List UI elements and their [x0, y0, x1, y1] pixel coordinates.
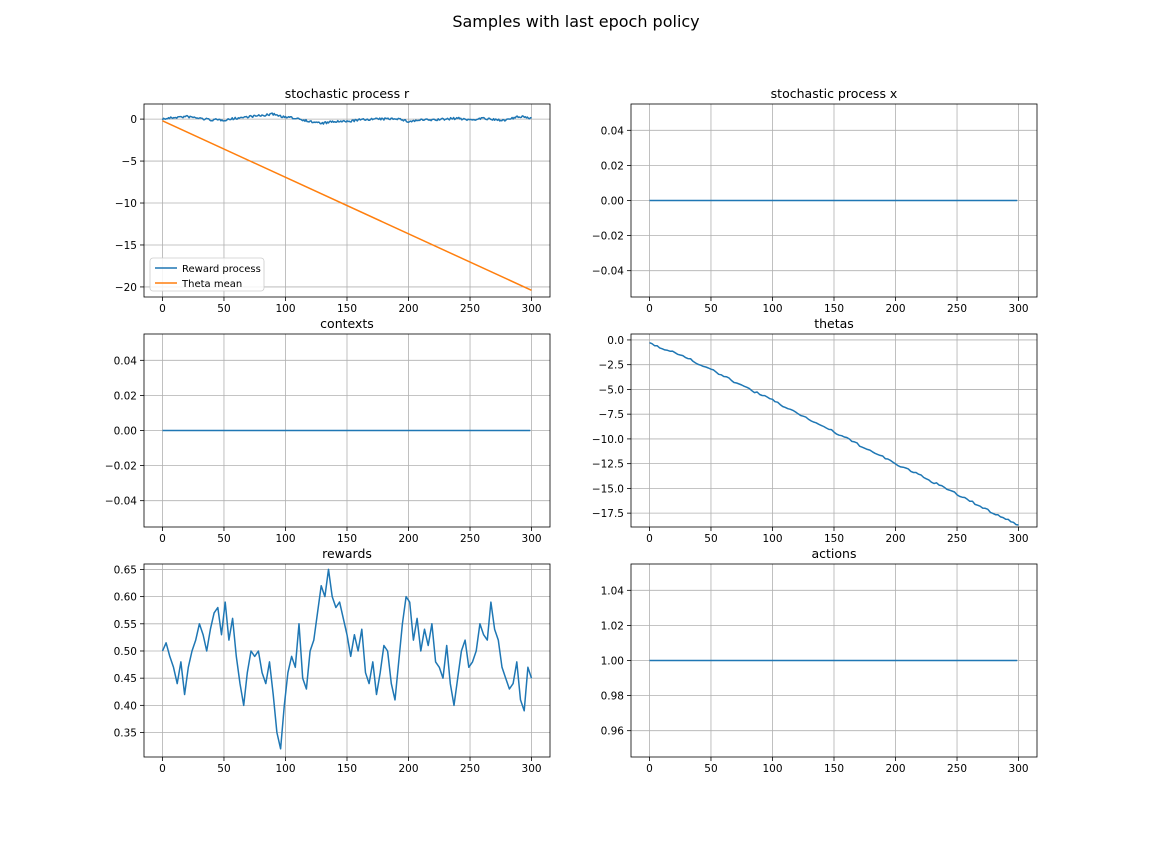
y-tick-label: −20 — [115, 282, 137, 294]
x-tick-label: 250 — [947, 303, 967, 315]
x-tick-label: 300 — [522, 303, 542, 315]
y-tick-label: 0.45 — [114, 673, 137, 685]
y-tick-label: −12.5 — [592, 459, 624, 471]
y-tick-label: 0.02 — [114, 390, 137, 402]
subplot-title: thetas — [814, 316, 854, 331]
x-tick-label: 50 — [704, 763, 717, 775]
subplot-5: 0 50 100 150 200 250 300 0.65 0.60 0.55 0.50 0.45 0.… — [114, 546, 551, 775]
x-tick-label: 200 — [885, 533, 905, 545]
x-tick-label: 100 — [275, 763, 295, 775]
x-tick-label: 0 — [159, 303, 166, 315]
x-tick-label: 150 — [824, 763, 844, 775]
y-tick-label: 0.60 — [114, 592, 137, 604]
x-tick-label: 0 — [646, 533, 653, 545]
y-tick-label: 1.04 — [601, 585, 625, 597]
y-tick-label: 0.65 — [114, 564, 137, 576]
y-tick-label: −10.0 — [592, 434, 624, 446]
x-tick-label: 0 — [159, 533, 166, 545]
x-tick-label: 0 — [646, 303, 653, 315]
x-tick-label: 100 — [762, 533, 782, 545]
x-tick-label: 200 — [398, 763, 418, 775]
series-line-1 — [161, 112, 532, 125]
legend-label: Theta mean — [181, 279, 242, 290]
x-tick-label: 0 — [159, 763, 166, 775]
legend-box — [149, 257, 265, 292]
x-tick-label: 300 — [522, 763, 542, 775]
subplot-1: 0 50 100 150 200 250 300 0 −5 −10 −15 −20 stochastic… — [115, 86, 551, 315]
subplot-2: 0 50 100 150 200 250 300 0.04 0.02 0.00 −0.02 −0.04… — [592, 86, 1038, 315]
series-line-1 — [649, 342, 1019, 526]
y-tick-label: 0.00 — [114, 426, 137, 438]
subplot-title: stochastic process x — [771, 86, 898, 101]
x-tick-label: 50 — [704, 533, 717, 545]
x-tick-label: 150 — [337, 533, 357, 545]
y-tick-label: −15.0 — [592, 483, 624, 495]
y-tick-label: −17.5 — [592, 508, 624, 520]
y-tick-label: 0.0 — [607, 335, 624, 347]
y-tick-label: −0.04 — [592, 266, 624, 278]
y-tick-label: −5.0 — [599, 384, 625, 396]
x-tick-label: 250 — [460, 303, 480, 315]
y-tick-label: −7.5 — [599, 409, 625, 421]
subplot-title: stochastic process r — [285, 86, 410, 101]
x-tick-label: 250 — [460, 533, 480, 545]
subplot-4: 0 50 100 150 200 250 300 0.0 −2.5 −5.0 −7.5 −10.0 −1… — [592, 316, 1038, 545]
y-tick-label: −0.02 — [592, 231, 624, 243]
subplot-6: 0 50 100 150 200 250 300 1.04 1.02 1.00 0.98 0.96 ac… — [601, 546, 1038, 775]
y-tick-label: −5 — [122, 156, 137, 168]
y-tick-label: 0.35 — [114, 728, 137, 740]
y-tick-label: 0.98 — [601, 691, 624, 703]
subplot-3: 0 50 100 150 200 250 300 0.04 0.02 0.00 −0.02 −0.04… — [105, 316, 551, 545]
y-tick-label: 0.96 — [601, 726, 625, 738]
y-tick-label: 0.50 — [114, 646, 137, 658]
x-tick-label: 200 — [885, 303, 905, 315]
y-tick-label: −15 — [115, 240, 137, 252]
x-tick-label: 50 — [217, 303, 230, 315]
x-tick-label: 300 — [522, 533, 542, 545]
legend-label: Reward process — [182, 264, 261, 275]
x-tick-label: 150 — [824, 533, 844, 545]
x-tick-label: 100 — [275, 303, 295, 315]
y-tick-label: −0.02 — [105, 461, 137, 473]
x-tick-label: 300 — [1009, 303, 1029, 315]
y-tick-label: 0.00 — [601, 196, 624, 208]
series-line-2 — [162, 120, 532, 291]
x-tick-label: 100 — [275, 533, 295, 545]
x-tick-label: 50 — [217, 763, 230, 775]
subplot-title: contexts — [320, 316, 374, 331]
y-tick-label: 0.04 — [601, 125, 625, 137]
y-tick-label: 1.00 — [601, 656, 624, 668]
subplot-title: rewards — [322, 546, 372, 561]
y-tick-label: −0.04 — [105, 496, 137, 508]
x-tick-label: 100 — [762, 763, 782, 775]
legend: Reward process Theta mean — [149, 257, 265, 292]
subplot-title: actions — [812, 546, 857, 561]
y-tick-label: 0.40 — [114, 700, 137, 712]
series-line-1 — [161, 568, 533, 750]
x-tick-label: 150 — [337, 763, 357, 775]
y-tick-label: −10 — [115, 198, 137, 210]
x-tick-label: 250 — [947, 533, 967, 545]
x-tick-label: 250 — [947, 763, 967, 775]
x-tick-label: 300 — [1009, 763, 1029, 775]
x-tick-label: 150 — [337, 303, 357, 315]
x-tick-label: 200 — [398, 533, 418, 545]
x-tick-label: 50 — [704, 303, 717, 315]
y-tick-label: 0.55 — [114, 619, 137, 631]
x-tick-label: 200 — [398, 303, 418, 315]
y-tick-label: 1.02 — [601, 620, 624, 632]
y-tick-label: 0 — [130, 114, 137, 126]
figure-suptitle: Samples with last epoch policy — [452, 12, 700, 31]
y-tick-label: −2.5 — [599, 360, 625, 372]
x-tick-label: 0 — [646, 763, 653, 775]
x-tick-label: 50 — [217, 533, 230, 545]
x-tick-label: 250 — [460, 763, 480, 775]
x-tick-label: 300 — [1009, 533, 1029, 545]
y-tick-label: 0.04 — [114, 355, 138, 367]
y-tick-label: 0.02 — [601, 160, 624, 172]
x-tick-label: 200 — [885, 763, 905, 775]
x-tick-label: 100 — [762, 303, 782, 315]
x-tick-label: 150 — [824, 303, 844, 315]
